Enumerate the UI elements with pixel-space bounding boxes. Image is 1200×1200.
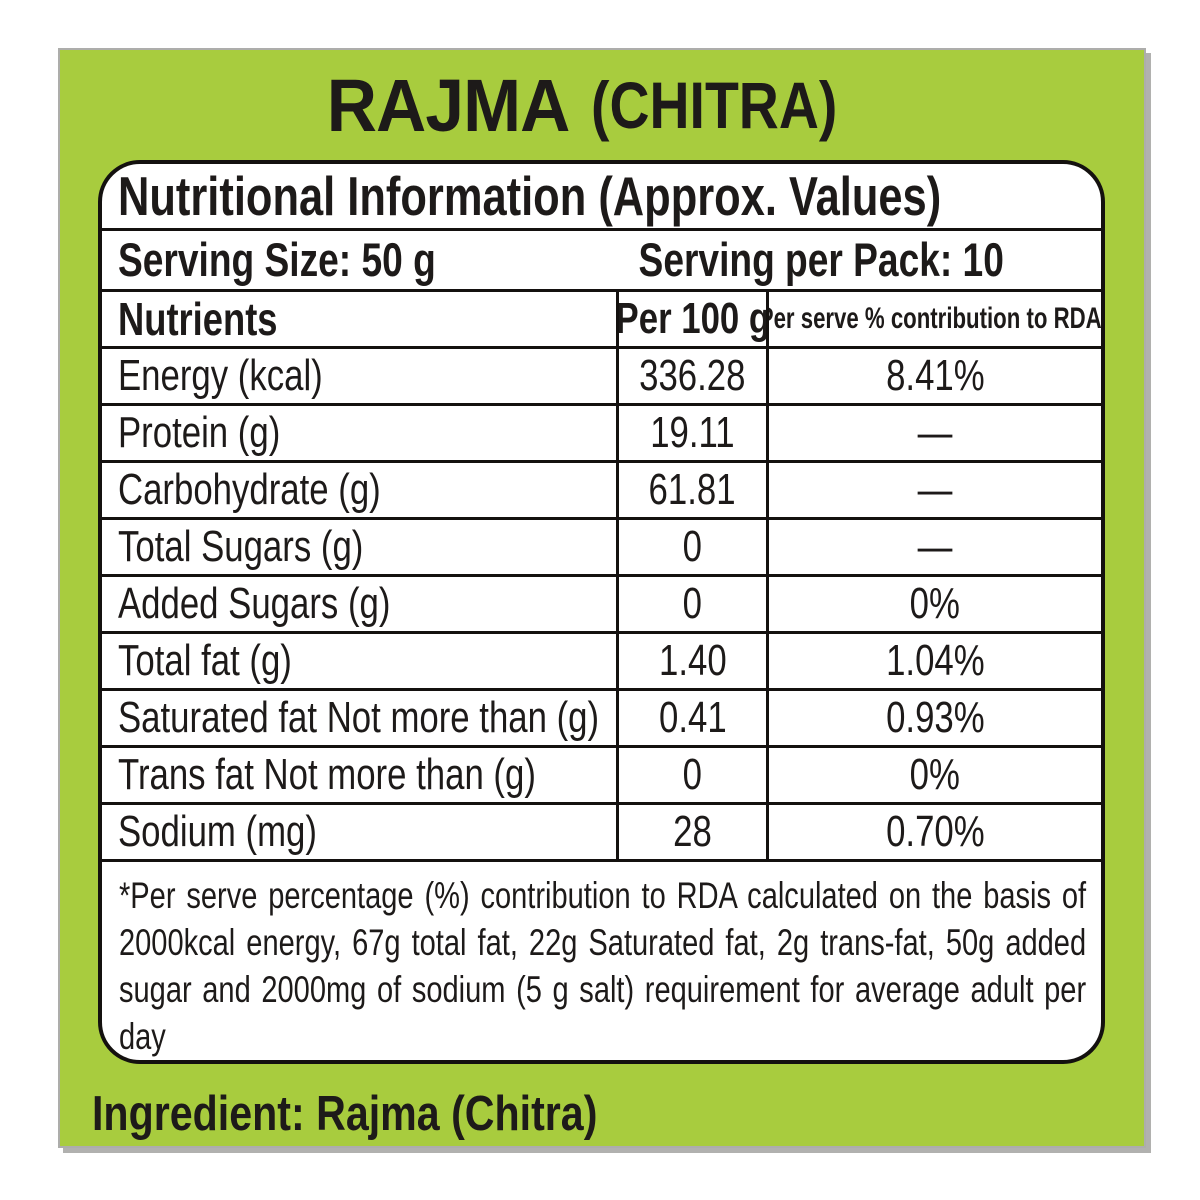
nutrient-rda: — [766,462,1101,517]
table-row-sodium: Sodium (mg) 28 0.70% [102,802,1101,860]
table-row-protein: Protein (g) 19.11 — [102,402,1101,460]
table-row-total-sugars: Total Sugars (g) 0 — [102,516,1101,574]
nutrient-per-100g: 28 [616,805,766,860]
product-title-sub: (CHITRA) [591,68,838,142]
table-row-carbohydrate: Carbohydrate (g) 61.81 — [102,459,1101,517]
nutrition-box: Nutritional Information (Approx. Values)… [98,160,1105,1064]
rda-footnote: *Per serve percentage (%) contribution t… [102,859,1101,1060]
table-row-total-fat: Total fat (g) 1.40 1.04% [102,630,1101,688]
nutrition-header-text: Nutritional Information (Approx. Values) [118,165,942,227]
nutrient-name: Total fat (g) [118,635,292,685]
column-header-per-100g: Per 100 g [616,291,766,346]
nutrient-name: Saturated fat Not more than (g) [118,692,600,742]
serving-per-pack: Serving per Pack: 10 [638,233,1004,287]
table-row-saturated-fat: Saturated fat Not more than (g) 0.41 0.9… [102,687,1101,745]
nutrition-header: Nutritional Information (Approx. Values) [102,164,1101,228]
nutrient-per-100g: 0 [616,576,766,631]
nutrient-rda: 0.93% [766,690,1101,745]
nutrient-per-100g: 19.11 [616,405,766,460]
footnote-line: *Per serve percentage (%) contribution t… [119,875,1087,917]
column-header-nutrients: Nutrients [118,292,278,345]
footnote-line: sugar and 2000mg of sodium (5 g salt) re… [119,969,1087,1058]
nutrient-rda: 0% [766,747,1101,802]
nutrient-per-100g: 1.40 [616,633,766,688]
nutrient-name: Carbohydrate (g) [118,464,381,514]
table-header-row: Nutrients Per 100 g Per serve % contribu… [102,288,1101,346]
nutrient-rda: 0% [766,576,1101,631]
nutrient-rda: — [766,405,1101,460]
nutrient-rda: 1.04% [766,633,1101,688]
label-panel: RAJMA (CHITRA) Nutritional Information (… [58,48,1146,1148]
column-header-rda: Per serve % contribution to RDA* [766,291,1101,346]
nutrient-per-100g: 0 [616,747,766,802]
serving-row: Serving Size: 50 g Serving per Pack: 10 [102,228,1101,289]
footnote-line: 2000kcal energy, 67g total fat, 22g Satu… [119,922,1087,964]
product-title: RAJMA (CHITRA) [60,50,1144,160]
table-row-trans-fat: Trans fat Not more than (g) 0 0% [102,744,1101,802]
nutrient-per-100g: 0.41 [616,690,766,745]
nutrient-name: Total Sugars (g) [118,521,364,571]
rda-footnote-text: *Per serve percentage (%) contribution t… [119,872,1086,1060]
nutrient-name: Sodium (mg) [118,807,317,857]
nutrient-name: Trans fat Not more than (g) [118,749,536,799]
nutrient-per-100g: 61.81 [616,462,766,517]
nutrient-rda: 0.70% [766,805,1101,860]
nutrient-per-100g: 336.28 [616,348,766,403]
nutrient-rda: — [766,519,1101,574]
ingredient-line: Ingredient: Rajma (Chitra) [92,1087,598,1141]
serving-size: Serving Size: 50 g [118,233,436,287]
table-row-added-sugars: Added Sugars (g) 0 0% [102,573,1101,631]
nutrient-name: Protein (g) [118,407,281,457]
nutrient-per-100g: 0 [616,519,766,574]
table-row-energy: Energy (kcal) 336.28 8.41% [102,345,1101,403]
nutrient-name: Added Sugars (g) [118,578,391,628]
nutrient-name: Energy (kcal) [118,350,323,400]
nutrient-rda: 8.41% [766,348,1101,403]
product-title-main: RAJMA [327,63,571,147]
